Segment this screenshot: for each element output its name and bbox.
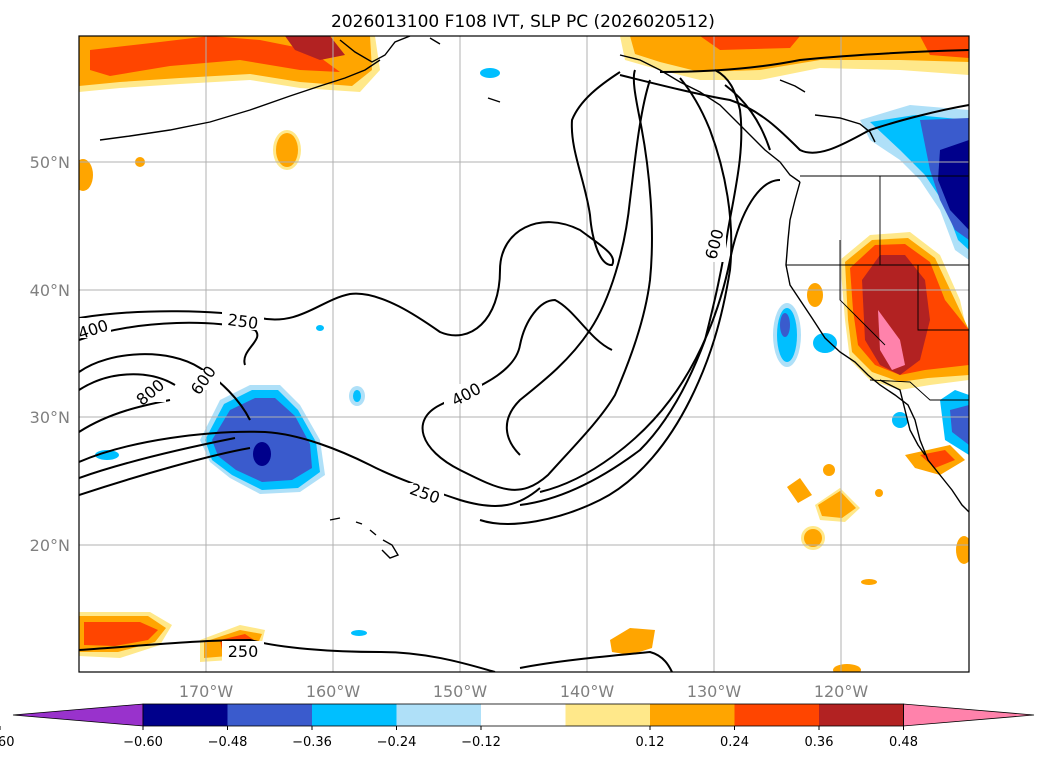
- colorbar-tick-label: −0.48: [208, 735, 248, 750]
- colorbar-segments: [12, 703, 1035, 727]
- colorbar-segment: [734, 704, 820, 726]
- colorbar-segment: [565, 704, 651, 726]
- contour-label-250-c: 250: [228, 642, 259, 661]
- colorbar-extend-low: [12, 703, 144, 727]
- colorbar-tick-label: 0.60: [0, 735, 14, 750]
- lon-label-140w: 140°W: [560, 682, 615, 701]
- graticule: [79, 36, 969, 672]
- colorbar-ticks: −0.60 −0.48 −0.36 −0.24 −0.12 0.12 0.24 0.36 0.4…: [0, 726, 918, 750]
- lon-label-120w: 120°W: [814, 682, 869, 701]
- colorbar-tick-label: 0.36: [805, 735, 834, 750]
- lat-label-30n: 30°N: [30, 408, 70, 427]
- colorbar: −0.60 −0.48 −0.36 −0.24 −0.12 0.12 0.24 0.36 0.4…: [0, 703, 1035, 750]
- colorbar-extend-high: [903, 703, 1035, 727]
- colorbar-segment: [819, 704, 904, 726]
- colorbar-segment: [481, 704, 566, 726]
- lon-label-160w: 160°W: [306, 682, 361, 701]
- colorbar-frame: [142, 703, 904, 727]
- map-frame: [78, 35, 970, 673]
- colorbar-segment: [227, 704, 313, 726]
- lat-label-40n: 40°N: [30, 281, 70, 300]
- ivt-anomaly-shading: [79, 36, 969, 672]
- colorbar-segment: [143, 704, 228, 726]
- longitude-labels: 170°W 160°W 150°W 140°W 130°W 120°W: [179, 682, 869, 701]
- colorbar-tick-label: −0.12: [461, 735, 501, 750]
- ivt-contours: [79, 49, 969, 672]
- latitude-labels: 50°N 40°N 30°N 20°N: [30, 153, 70, 555]
- colorbar-segment: [312, 704, 397, 726]
- lon-label-130w: 130°W: [687, 682, 742, 701]
- colorbar-tick-label: 0.24: [720, 735, 749, 750]
- colorbar-tick-label: 0.48: [889, 735, 918, 750]
- colorbar-tick-label: −0.24: [377, 735, 417, 750]
- colorbar-tick-label: −0.36: [292, 735, 332, 750]
- contour-label-250-a: 250: [226, 310, 259, 333]
- lon-label-170w: 170°W: [179, 682, 234, 701]
- coastlines: [99, 36, 969, 559]
- lat-label-20n: 20°N: [30, 536, 70, 555]
- lon-label-150w: 150°W: [433, 682, 488, 701]
- map-title: 2026013100 F108 IVT, SLP PC (2026020512): [331, 12, 715, 32]
- colorbar-segment: [396, 704, 482, 726]
- colorbar-tick-label: 0.12: [636, 735, 665, 750]
- colorbar-segment: [650, 704, 735, 726]
- lat-label-50n: 50°N: [30, 153, 70, 172]
- map-area: 250 400 800 600 400 250 600 250: [79, 36, 969, 672]
- political-borders: [786, 175, 969, 401]
- colorbar-tick-label: −0.60: [123, 735, 163, 750]
